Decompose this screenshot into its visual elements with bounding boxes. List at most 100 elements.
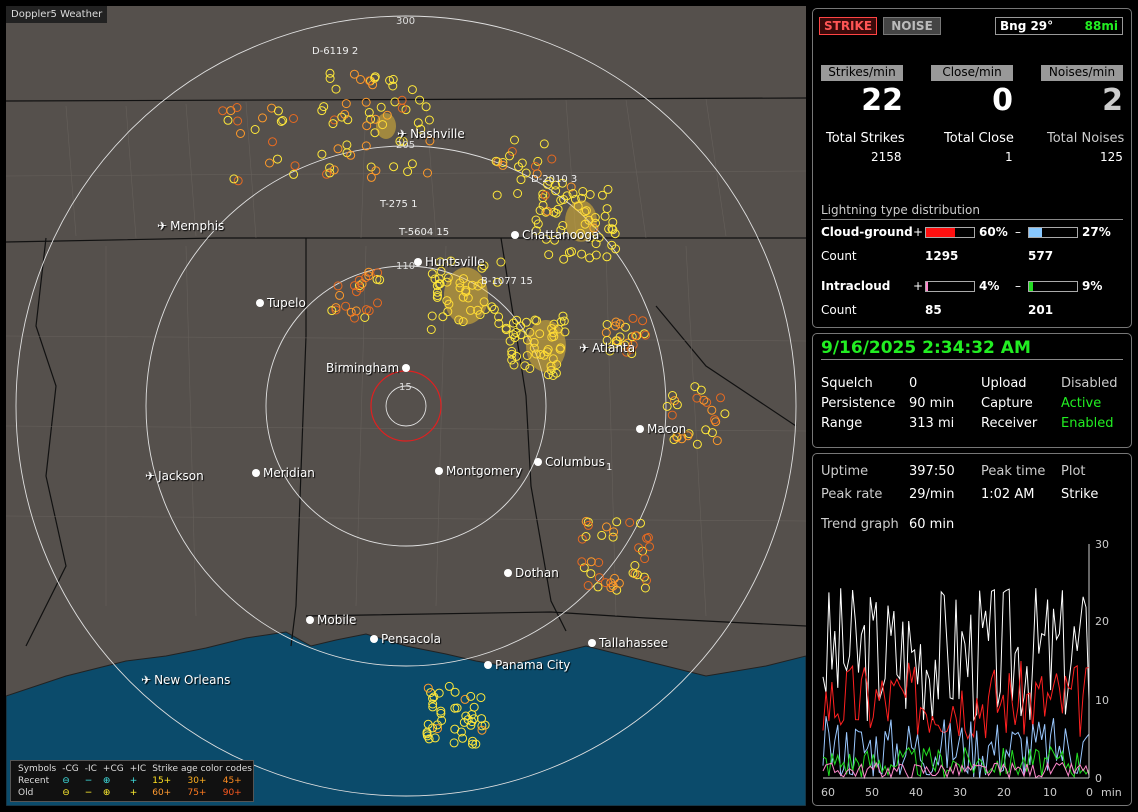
storm-tag[interactable]: B-1077 15 [481,276,533,287]
strike-marker [628,313,638,323]
city-dot-icon [402,364,411,372]
strike-marker [427,311,437,321]
strike-marker [610,321,620,331]
strike-markers [218,68,730,749]
strike-marker [586,557,596,567]
strike-marker [589,223,599,233]
trend-x-unit: min [1101,786,1122,799]
strike-marker [489,304,499,314]
city-dot-icon [588,639,596,647]
strike-marker [276,117,286,126]
strike-marker [366,172,376,182]
cg-pos-sign: + [913,225,924,239]
storm-tag[interactable]: D-2010 3 [531,174,578,185]
strike-marker [557,178,567,188]
strike-marker [720,409,730,419]
trend-x-tick: 20 [997,786,1011,799]
strikes-per-min-value: 22 [861,83,903,118]
total-strikes-label: Total Strikes [826,131,905,146]
strike-marker [602,522,611,532]
plot-value[interactable]: Strike [1061,487,1099,502]
strike-marker [325,168,335,178]
city-tallahassee: Tallahassee [588,636,668,650]
strike-marker [268,137,277,147]
city-dot-icon [484,661,492,669]
strike-marker [597,530,607,540]
strike-marker [356,75,365,84]
city-chattanooga: Chattanooga [511,228,599,242]
squelch-value: 0 [909,376,918,391]
city-memphis: ✈ Memphis [157,219,225,233]
close-per-min-value: 0 [992,83,1013,118]
strike-marker [416,124,426,134]
strike-marker [335,290,345,300]
strike-mode-button[interactable]: STRIKE [819,17,877,35]
strike-marker [511,328,521,337]
storm-tag[interactable]: 1 [606,462,613,473]
squelch-label: Squelch [821,376,873,391]
trend-span-value[interactable]: 60 min [909,517,955,532]
strike-marker [707,428,717,438]
trend-line [822,660,1090,741]
strike-marker [346,150,356,160]
symbol-legend: Symbols -CG -IC +CG +IC Strike age color… [10,760,254,802]
strikes-per-min-header[interactable]: Strikes/min [821,65,903,81]
strike-marker [466,691,476,701]
strike-marker [340,109,350,119]
ic-pos-bar [925,281,975,292]
peak-time-value: 1:02 AM [981,487,1035,502]
strike-marker [640,554,650,564]
strike-marker [436,708,446,718]
strike-marker [317,149,327,159]
strike-marker [667,410,677,420]
trend-line [822,588,1090,722]
lightning-map[interactable]: Doppler5 Weather 300 205 110 15 ✈ Nashvil… [6,6,806,806]
pos-ic-icon: + [129,776,138,786]
storm-tag[interactable]: D-6119 2 [312,46,359,57]
strike-marker [289,169,299,179]
strike-marker [468,739,477,749]
strike-marker [597,190,607,200]
total-strikes-value: 2158 [871,150,902,164]
noise-mode-button[interactable]: NOISE [883,17,941,35]
strike-marker [507,355,517,365]
storm-tag[interactable]: T-275 1 [380,199,418,210]
strike-marker [455,283,465,293]
uptime-label: Uptime [821,464,869,479]
airport-icon: ✈ [141,673,152,687]
strike-marker [395,136,405,146]
strike-marker [407,159,417,169]
strike-marker [432,281,442,291]
pos-cg-icon: ⊕ [102,776,111,786]
strike-marker [350,281,359,291]
strike-marker [662,401,672,411]
strike-marker [507,346,517,356]
strike-marker [692,393,702,403]
persistence-value: 90 min [909,396,955,411]
strike-marker [349,69,359,79]
strike-marker [535,206,545,215]
noises-per-min-header[interactable]: Noises/min [1041,65,1123,81]
trend-x-tick: 50 [865,786,879,799]
strike-marker [442,296,452,306]
close-per-min-header[interactable]: Close/min [931,65,1013,81]
airport-icon: ✈ [397,127,408,141]
strike-marker [494,319,504,328]
strike-marker [233,176,243,186]
strike-marker [579,563,589,573]
pos-ic-icon: + [129,788,138,798]
ic-pos-percent: 4% [979,279,1000,293]
map-canvas[interactable] [6,6,806,806]
strike-marker [459,717,469,727]
strike-marker [449,738,459,748]
ic-pos-bar-fill [926,282,928,291]
strike-marker [443,307,453,317]
storm-tag[interactable]: T-5604 15 [399,227,450,238]
strike-marker [458,317,468,327]
strike-marker [559,254,569,264]
strike-marker [668,391,677,400]
legend-recent-label: Recent [18,776,50,786]
trend-graph: 30 20 10 0 60 50 40 30 20 10 0 min [821,538,1122,799]
intracloud-label: Intracloud [821,279,891,293]
neg-cg-icon: ⊖ [62,776,70,786]
